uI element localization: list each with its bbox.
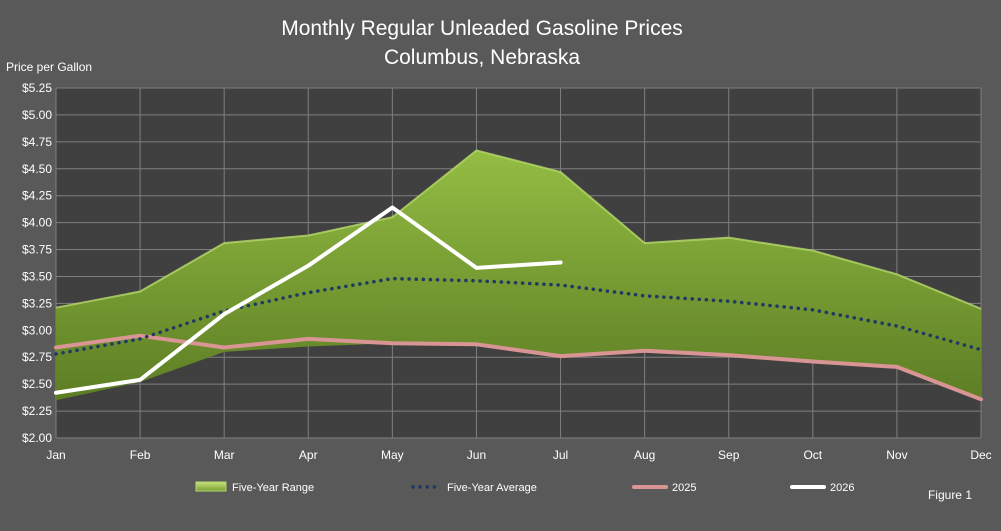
chart-title: Monthly Regular Unleaded Gasoline Prices xyxy=(281,17,683,40)
x-tick-label: Jul xyxy=(553,448,568,462)
y-tick-label: $2.50 xyxy=(22,377,52,391)
y-axis-label: Price per Gallon xyxy=(6,60,92,74)
x-tick-label: May xyxy=(381,448,404,462)
y-tick-label: $4.00 xyxy=(22,216,52,230)
x-tick-label: Nov xyxy=(886,448,907,462)
x-tick-label: Jun xyxy=(467,448,486,462)
x-tick-label: Oct xyxy=(803,448,822,462)
y-tick-label: $5.25 xyxy=(22,81,52,95)
x-tick-label: Aug xyxy=(634,448,655,462)
legend-label-2026: 2026 xyxy=(830,482,854,494)
y-tick-label: $4.25 xyxy=(22,189,52,203)
series-2026-line xyxy=(54,205,563,395)
five-year-average-line xyxy=(54,276,983,356)
legend-label-five-year-range: Five-Year Range xyxy=(232,482,314,494)
y-tick-label: $2.00 xyxy=(22,431,52,445)
legend-label-2025: 2025 xyxy=(672,482,696,494)
figure-label: Figure 1 xyxy=(928,488,972,502)
axis-tick-labels: $2.00 $2.25 $2.50 $2.75 $3.00 $3.25 $3.50 $3.75… xyxy=(22,81,992,462)
y-tick-label: $3.00 xyxy=(22,323,52,337)
y-tick-label: $3.75 xyxy=(22,243,52,257)
y-tick-label: $3.50 xyxy=(22,269,52,283)
five-year-range-area xyxy=(56,150,981,401)
y-tick-label: $4.75 xyxy=(22,135,52,149)
x-tick-label: Feb xyxy=(130,448,151,462)
x-tick-label: Sep xyxy=(718,448,740,462)
y-tick-label: $2.25 xyxy=(22,404,52,418)
x-tick-label: Jan xyxy=(46,448,65,462)
x-tick-label: Dec xyxy=(970,448,991,462)
series-2025-line xyxy=(54,333,983,402)
legend: Five-Year Range Five-Year Average 2025 2026 xyxy=(195,481,854,494)
y-tick-label: $3.25 xyxy=(22,296,52,310)
y-tick-label: $4.50 xyxy=(22,162,52,176)
x-tick-label: Mar xyxy=(214,448,235,462)
chart-subtitle: Columbus, Nebraska xyxy=(384,46,580,69)
five-year-range-high-edge xyxy=(55,149,982,310)
y-tick-label: $2.75 xyxy=(22,350,52,364)
x-tick-label: Apr xyxy=(299,448,318,462)
y-tick-label: $5.00 xyxy=(22,108,52,122)
legend-swatch-five-year-range xyxy=(195,481,227,492)
legend-label-five-year-average: Five-Year Average xyxy=(447,482,537,494)
data-layer xyxy=(54,149,983,402)
